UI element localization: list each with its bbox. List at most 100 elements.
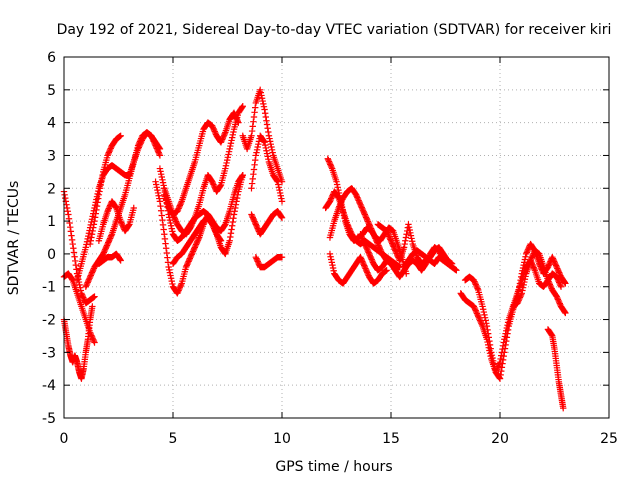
data-point	[185, 256, 193, 264]
data-point	[358, 256, 365, 264]
data-point	[159, 216, 166, 224]
data-point	[105, 239, 112, 246]
x-tick-label: 25	[600, 431, 618, 447]
data-point	[352, 191, 360, 199]
data-point	[152, 178, 159, 185]
data-point	[223, 159, 230, 167]
data-point	[73, 266, 80, 273]
data-point	[328, 195, 335, 202]
data-point	[174, 290, 181, 297]
data-point	[335, 186, 342, 194]
data-point	[97, 181, 104, 189]
data-point	[105, 206, 112, 214]
data-point	[184, 261, 191, 268]
data-point	[367, 225, 375, 232]
data-point	[250, 215, 257, 222]
data-point	[166, 266, 173, 274]
data-point	[248, 180, 256, 187]
data-point	[325, 156, 332, 164]
series-track-24	[400, 247, 447, 271]
data-point	[266, 135, 273, 142]
data-point	[521, 256, 529, 263]
data-point	[501, 349, 508, 356]
data-point	[536, 260, 543, 267]
data-point	[253, 255, 260, 262]
data-point	[470, 303, 478, 310]
data-point	[189, 249, 196, 257]
data-point	[169, 211, 177, 218]
data-point	[340, 212, 348, 219]
data-point	[106, 203, 113, 211]
data-point	[98, 178, 105, 185]
data-point	[499, 360, 506, 367]
series-track-17	[252, 253, 286, 271]
data-point	[157, 202, 164, 210]
data-point	[360, 261, 367, 268]
data-point	[209, 221, 216, 228]
data-point	[257, 86, 264, 94]
data-point	[86, 329, 94, 336]
data-point	[210, 125, 217, 132]
data-point	[88, 269, 96, 276]
data-point	[327, 162, 335, 169]
data-point	[373, 238, 380, 245]
data-point	[356, 200, 364, 207]
data-point	[172, 216, 179, 224]
data-point	[560, 404, 567, 412]
data-point	[483, 322, 491, 330]
data-point	[134, 145, 142, 153]
data-point	[548, 331, 555, 339]
data-point	[167, 272, 174, 279]
data-point	[360, 208, 367, 215]
data-point	[210, 181, 217, 188]
data-point	[385, 231, 392, 239]
data-point	[557, 283, 565, 290]
data-point	[90, 224, 97, 231]
data-point	[157, 171, 165, 178]
data-point	[260, 103, 268, 110]
data-point	[229, 218, 236, 226]
data-point	[63, 204, 71, 212]
data-point	[361, 262, 368, 269]
data-point	[164, 259, 172, 266]
data-point	[158, 212, 165, 219]
data-point	[187, 253, 194, 261]
series-track-7	[95, 198, 137, 244]
data-point	[117, 132, 124, 139]
data-point	[100, 250, 107, 258]
data-point	[335, 204, 342, 212]
data-point	[262, 113, 270, 121]
data-point	[177, 283, 184, 290]
data-point	[248, 185, 255, 192]
data-point	[498, 367, 505, 375]
data-point	[79, 292, 86, 300]
data-point	[258, 95, 266, 102]
data-point	[190, 216, 198, 223]
data-point	[167, 275, 175, 282]
y-tick-label: 4	[47, 116, 56, 132]
data-point	[92, 210, 99, 217]
data-point	[528, 254, 535, 261]
data-point	[250, 113, 258, 121]
data-point	[489, 354, 496, 362]
data-point	[477, 318, 484, 326]
data-point	[496, 375, 504, 382]
data-point	[368, 256, 375, 263]
data-point	[154, 186, 161, 194]
data-point	[527, 258, 535, 266]
data-point	[91, 339, 98, 346]
data-point	[177, 199, 185, 207]
data-point	[87, 330, 94, 338]
data-point	[549, 253, 556, 261]
data-point	[191, 244, 198, 251]
data-point	[536, 261, 544, 269]
x-tick-label: 0	[60, 431, 69, 447]
data-point	[153, 184, 161, 191]
data-point	[192, 242, 199, 250]
data-point	[159, 221, 167, 229]
data-point	[103, 243, 110, 251]
data-point	[389, 240, 396, 247]
data-point	[248, 211, 255, 218]
data-point	[337, 200, 344, 207]
data-point	[277, 192, 284, 199]
